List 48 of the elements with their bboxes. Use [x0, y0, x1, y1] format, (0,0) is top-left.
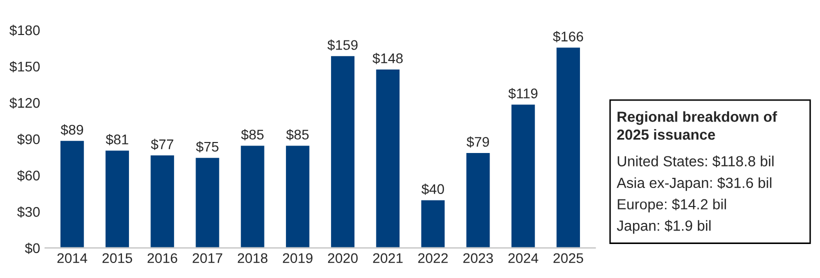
data-label: $166 [552, 31, 584, 42]
data-label: $40 [422, 184, 444, 195]
bar [420, 198, 446, 248]
bar [104, 149, 130, 248]
x-tick-label: 2021 [373, 253, 403, 264]
x-tick-label: 2025 [554, 253, 584, 264]
bar [239, 144, 266, 248]
y-tick-label: $150 [9, 61, 40, 72]
bar [510, 103, 536, 248]
y-tick-label: $120 [9, 97, 40, 109]
bar [59, 140, 86, 248]
data-label: $85 [286, 129, 309, 140]
bar [284, 144, 311, 248]
bar [464, 152, 492, 248]
x-tick-label: 2015 [102, 253, 132, 264]
y-tick-label: $90 [17, 134, 40, 145]
data-label: $159 [327, 40, 358, 51]
x-tick-label: 2022 [418, 253, 448, 264]
data-label: $75 [196, 141, 218, 152]
y-tick-label: $30 [17, 206, 40, 218]
bar [330, 54, 356, 248]
x-tick-label: 2017 [192, 253, 222, 264]
y-tick-label: $60 [17, 170, 40, 182]
bar [194, 156, 221, 248]
data-label: $89 [60, 124, 84, 136]
text: Europe: $14.2 bil [618, 198, 726, 212]
data-label: $119 [508, 88, 538, 100]
data-label: $79 [466, 136, 489, 148]
x-tick-label: 2023 [463, 253, 493, 264]
text: Asia ex-Japan: $31.6 bil [616, 177, 772, 191]
text: Regional breakdown of 2025 issuance [617, 111, 778, 140]
data-label: $148 [372, 52, 403, 64]
bar [149, 154, 176, 248]
data-label: $85 [241, 129, 264, 140]
x-tick-label: 2020 [328, 253, 358, 264]
y-tick-label: $0 [24, 242, 40, 254]
y-tick-label: $180 [9, 24, 40, 36]
text: United States: $118.8 bil [618, 155, 774, 168]
data-label: $81 [106, 134, 128, 146]
x-tick-label: 2024 [508, 253, 538, 264]
bar [555, 46, 582, 248]
x-tick-label: 2016 [148, 253, 178, 264]
text: Japan: $1.9 bil [616, 220, 711, 234]
data-label: $77 [150, 138, 174, 150]
x-tick-label: 2018 [238, 253, 268, 264]
x-tick-label: 2014 [57, 253, 88, 264]
x-tick-label: 2019 [282, 253, 312, 264]
bar [374, 68, 401, 248]
